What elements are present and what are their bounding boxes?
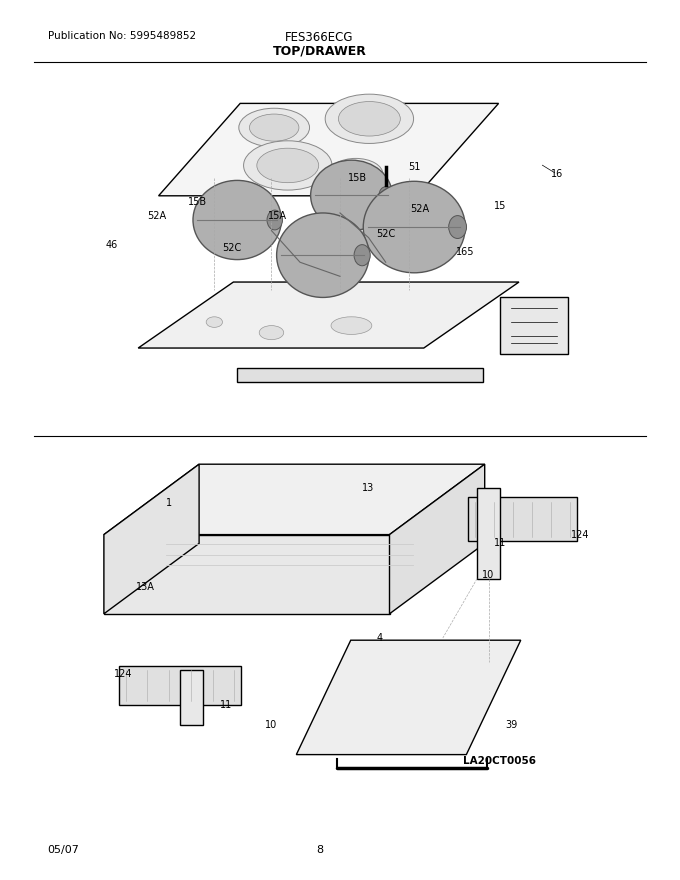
Text: 52A: 52A [148, 211, 167, 222]
Text: 52A: 52A [411, 204, 430, 215]
Text: TOP/DRAWER: TOP/DRAWER [273, 44, 367, 57]
Polygon shape [237, 368, 483, 382]
Ellipse shape [206, 317, 222, 327]
Ellipse shape [239, 108, 309, 147]
Ellipse shape [257, 148, 319, 183]
Ellipse shape [379, 187, 393, 204]
Polygon shape [500, 297, 568, 354]
Text: 11: 11 [494, 538, 506, 548]
Text: 10: 10 [482, 569, 494, 580]
Ellipse shape [337, 163, 375, 186]
Ellipse shape [277, 213, 369, 297]
Text: LA20CT0056: LA20CT0056 [464, 756, 537, 766]
Text: 51: 51 [408, 162, 420, 172]
Text: 13: 13 [362, 482, 375, 493]
Text: 16: 16 [551, 169, 563, 180]
Text: 52C: 52C [222, 243, 241, 253]
Text: FES366ECG: FES366ECG [286, 31, 354, 44]
Polygon shape [119, 666, 241, 705]
Ellipse shape [311, 160, 392, 231]
Ellipse shape [267, 210, 282, 230]
Ellipse shape [243, 141, 332, 190]
Text: 165: 165 [456, 246, 475, 257]
Text: 4: 4 [377, 633, 383, 643]
Text: 15B: 15B [347, 172, 367, 183]
Ellipse shape [339, 101, 401, 136]
Ellipse shape [250, 114, 299, 141]
Polygon shape [390, 465, 485, 614]
Polygon shape [477, 488, 500, 579]
Text: 52C: 52C [376, 229, 395, 239]
Text: 05/07: 05/07 [48, 846, 80, 855]
Text: 8: 8 [316, 846, 323, 855]
Polygon shape [296, 641, 521, 754]
Polygon shape [104, 534, 390, 614]
Polygon shape [104, 465, 485, 534]
Text: 39: 39 [505, 720, 517, 730]
Ellipse shape [354, 245, 370, 266]
Ellipse shape [259, 326, 284, 340]
Text: 46: 46 [105, 239, 118, 250]
Ellipse shape [449, 216, 466, 238]
Polygon shape [158, 104, 498, 196]
Ellipse shape [363, 181, 465, 273]
Text: Publication No: 5995489852: Publication No: 5995489852 [48, 31, 196, 40]
Polygon shape [104, 465, 199, 614]
Polygon shape [180, 670, 203, 725]
Text: 10: 10 [265, 720, 277, 730]
Text: 13A: 13A [137, 582, 155, 591]
Text: 15B: 15B [188, 197, 207, 208]
Polygon shape [138, 282, 519, 348]
Ellipse shape [193, 180, 282, 260]
Text: 124: 124 [571, 530, 589, 540]
Text: 1: 1 [165, 498, 172, 509]
Ellipse shape [328, 158, 383, 190]
Text: 15A: 15A [268, 211, 287, 222]
Text: 15: 15 [494, 201, 506, 211]
Ellipse shape [325, 94, 413, 143]
Text: 124: 124 [114, 669, 132, 678]
Ellipse shape [331, 317, 372, 334]
Text: 11: 11 [220, 700, 232, 710]
Polygon shape [469, 497, 577, 541]
